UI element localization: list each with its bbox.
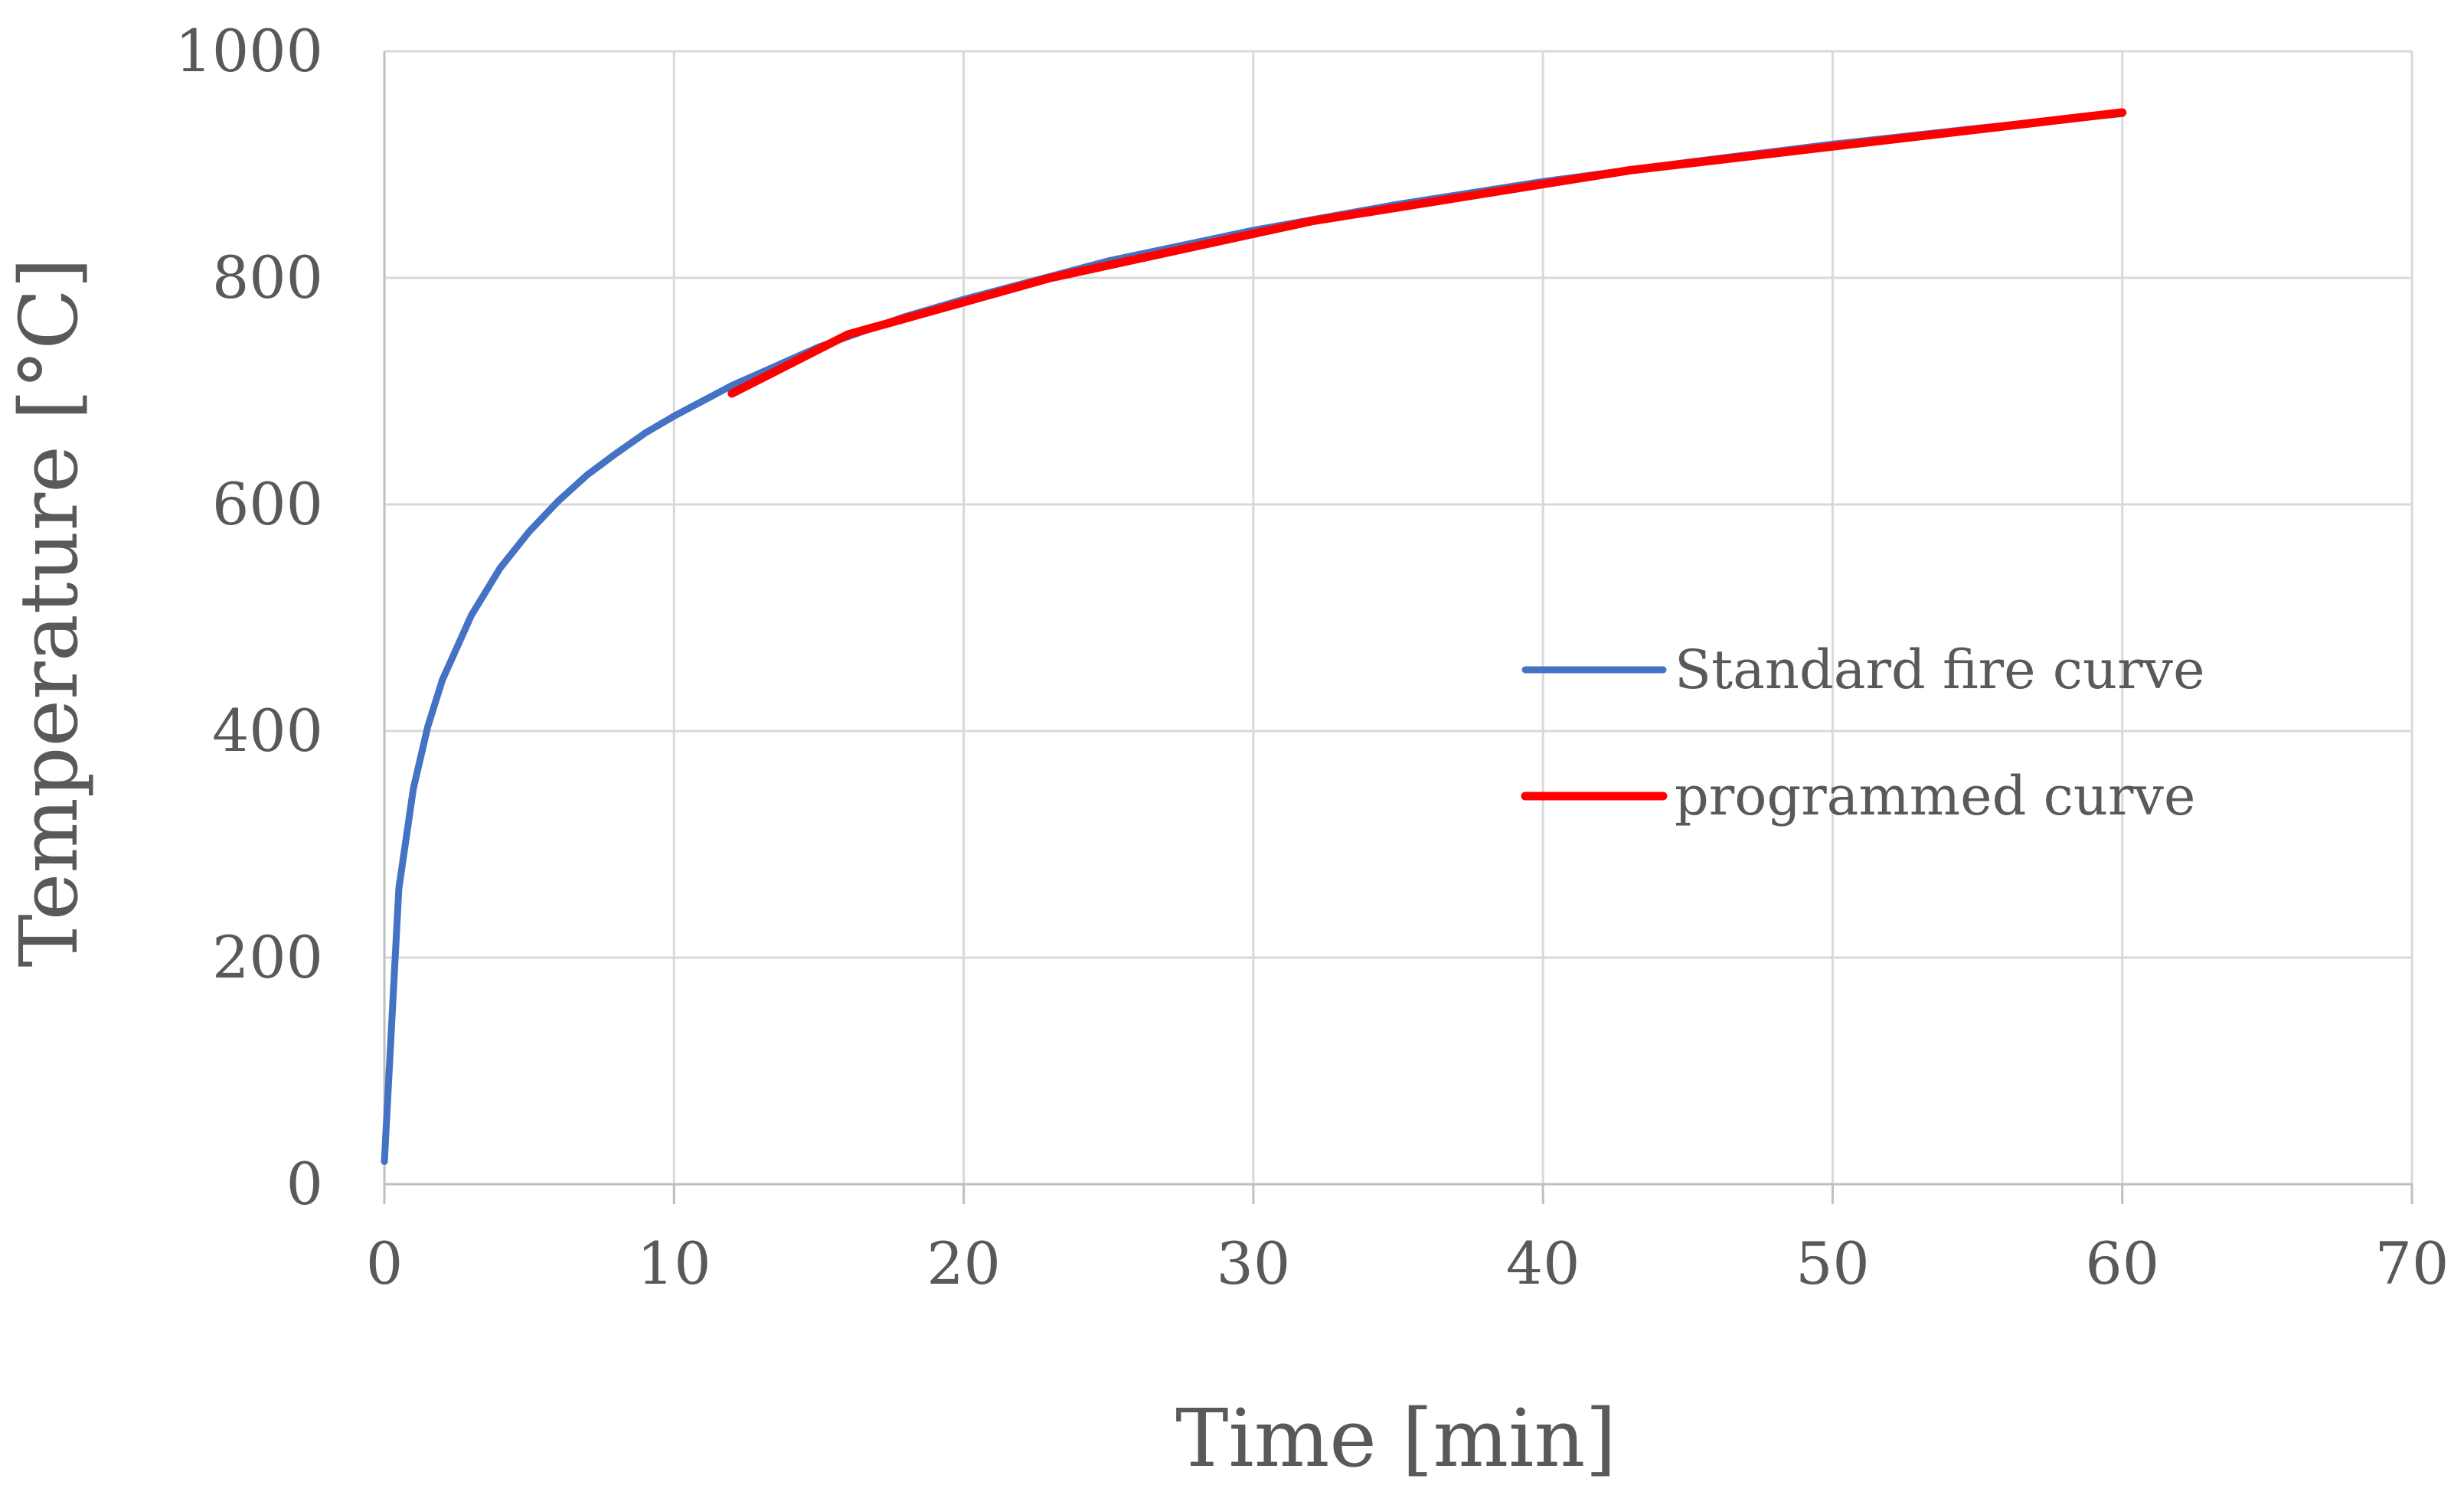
x-tick-label: 40	[1506, 1229, 1580, 1297]
x-tick-label: 0	[366, 1229, 403, 1297]
legend-label: Standard fire curve	[1675, 638, 2205, 701]
y-tick-label: 0	[286, 1150, 323, 1218]
x-tick-label: 60	[2085, 1229, 2159, 1297]
x-tick-label: 20	[926, 1229, 1001, 1297]
y-tick-label: 1000	[175, 17, 323, 85]
y-tick-label: 800	[212, 243, 323, 312]
x-axis-title: Time [min]	[1175, 1392, 1616, 1485]
y-tick-label: 200	[212, 923, 323, 991]
series-line-programmed-curve	[727, 108, 2127, 398]
y-tick-label: 600	[212, 470, 323, 538]
axes	[383, 51, 2413, 1204]
x-tick-label: 70	[2375, 1229, 2449, 1297]
y-axis-title: Temperature [°C]	[2, 257, 96, 967]
series-lines	[381, 108, 2127, 1165]
x-tick-label: 50	[1796, 1229, 1870, 1297]
grid	[384, 50, 2413, 1184]
legend-label: programmed curve	[1675, 765, 2195, 827]
tick-labels: 0 200 400 600 800 1000 0 10 20 30 40 50 60 70	[175, 17, 2449, 1297]
y-tick-label: 400	[212, 697, 323, 765]
x-tick-label: 10	[637, 1229, 711, 1297]
legend: Standard fire curve programmed curve	[1521, 638, 2205, 827]
x-tick-label: 30	[1216, 1229, 1290, 1297]
